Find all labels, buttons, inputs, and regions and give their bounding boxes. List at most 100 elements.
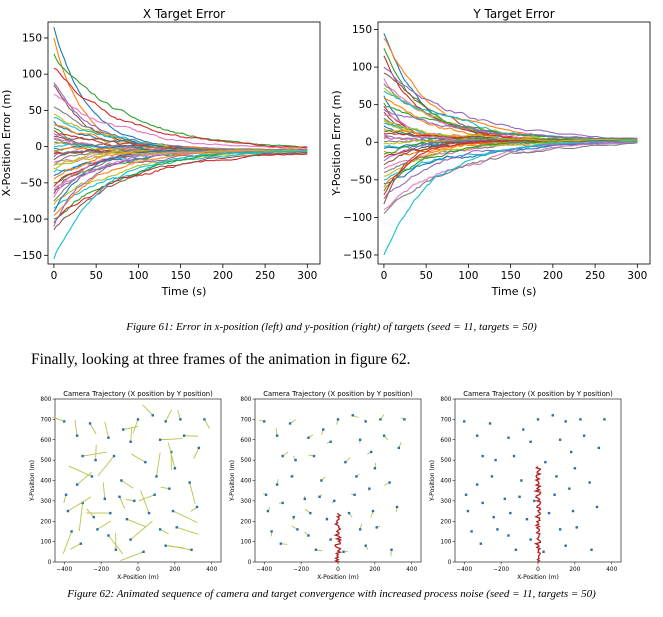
target-marker: [182, 434, 186, 437]
y-tick-label: 200: [240, 519, 251, 525]
y-tick-label: 800: [440, 397, 451, 403]
x-tick-label: 200: [369, 567, 380, 573]
target-marker: [481, 454, 484, 458]
target-track: [89, 423, 97, 435]
error-series: [383, 141, 638, 211]
target-marker: [164, 420, 167, 423]
target-marker: [307, 436, 310, 439]
target-marker: [555, 475, 558, 478]
target-marker: [547, 511, 551, 515]
target-marker: [582, 434, 586, 437]
target-marker: [164, 544, 167, 547]
target-marker: [173, 467, 177, 470]
trajectory-title: Camera Trajectory (X position by Y posit…: [63, 390, 213, 398]
target-marker: [270, 530, 273, 533]
target-marker: [158, 528, 162, 531]
x-tick-label: 100: [458, 270, 478, 282]
error-series: [383, 108, 638, 141]
target-marker: [307, 534, 310, 537]
target-marker: [463, 420, 466, 423]
target-track: [67, 496, 92, 512]
target-marker: [133, 499, 136, 503]
error-series: [53, 53, 308, 149]
target-track: [167, 545, 192, 551]
y-axis-label: Y-Position (m): [229, 460, 236, 502]
x-tick-label: 0: [136, 567, 140, 573]
plot-frame: [254, 398, 422, 563]
y-tick-label: −100: [343, 212, 372, 224]
error-series: [383, 38, 638, 141]
y-tick-label: 100: [440, 540, 451, 546]
target-marker: [518, 495, 521, 498]
target-marker: [92, 515, 95, 519]
target-marker: [475, 434, 479, 437]
target-marker: [281, 501, 284, 505]
target-marker: [514, 548, 518, 551]
y-tick-label: 100: [40, 540, 51, 546]
y-error-chart: Y Target Error 0 50 100 150 200 250 300 −150 −100…: [330, 7, 651, 298]
target-marker: [388, 481, 391, 484]
y-tick-label: 200: [440, 519, 451, 525]
target-track: [121, 480, 134, 489]
y-tick-label: 300: [40, 499, 51, 505]
target-marker: [309, 511, 312, 515]
chart-title: X Target Error: [143, 7, 225, 21]
target-marker: [188, 481, 191, 484]
target-marker: [75, 434, 79, 437]
target-marker: [342, 550, 345, 554]
x-tick-label: 100: [128, 270, 148, 282]
target-marker: [370, 450, 373, 454]
target-marker: [529, 440, 532, 443]
target-track: [82, 451, 107, 457]
x-axis-label: X-Position (m): [517, 574, 559, 581]
x-tick-label: 200: [569, 567, 580, 573]
target-marker: [390, 548, 393, 551]
target-marker: [344, 460, 347, 464]
y-tick-label: 600: [40, 438, 51, 444]
x-axis-label: X-Position (m): [317, 574, 359, 581]
target-track: [104, 421, 109, 438]
error-series: [383, 119, 638, 142]
y-tick-label: 0: [365, 137, 372, 149]
target-track: [74, 419, 78, 436]
target-marker: [588, 481, 591, 484]
y-tick-label: 150: [352, 24, 372, 36]
x-tick-label: 150: [171, 270, 191, 282]
error-series: [53, 150, 308, 260]
y-tick-label: 0: [48, 560, 52, 566]
y-tick-label: 400: [440, 479, 451, 485]
target-track: [62, 531, 73, 554]
target-marker: [103, 497, 106, 501]
target-track: [193, 447, 200, 459]
target-marker: [203, 418, 206, 421]
y-tick-label: 100: [22, 69, 42, 81]
target-marker: [136, 418, 140, 421]
target-marker: [118, 495, 121, 498]
target-marker: [503, 497, 506, 501]
target-marker: [579, 418, 582, 421]
target-marker: [494, 458, 497, 462]
target-marker: [81, 454, 84, 458]
target-marker: [129, 538, 132, 541]
y-tick-label: −50: [350, 174, 372, 186]
x-tick-label: 0: [51, 270, 58, 282]
error-series: [383, 140, 638, 256]
target-marker: [144, 460, 147, 464]
target-track: [130, 520, 153, 540]
target-marker: [153, 493, 156, 496]
target-marker: [568, 487, 571, 490]
target-marker: [266, 509, 270, 513]
target-marker: [475, 483, 479, 486]
target-marker: [479, 542, 483, 545]
target-marker: [107, 534, 110, 537]
y-tick-label: −150: [13, 250, 42, 262]
target-track: [160, 438, 183, 441]
target-marker: [382, 434, 386, 437]
body-paragraph: Finally, looking at three frames of the …: [31, 351, 411, 368]
target-marker: [112, 454, 116, 458]
target-marker: [379, 418, 382, 421]
series-group: [383, 33, 638, 256]
target-track: [97, 520, 112, 530]
error-series: [383, 142, 638, 214]
target-track: [119, 496, 126, 509]
